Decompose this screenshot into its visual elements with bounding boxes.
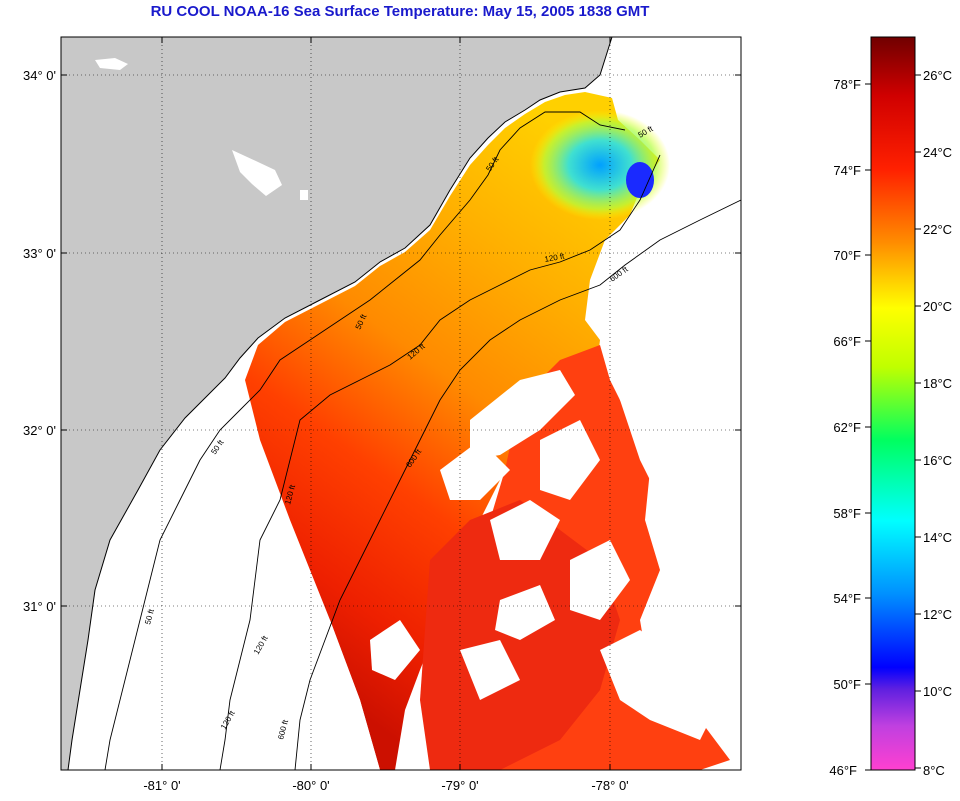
colorbar-c-label: 16°C	[923, 453, 952, 468]
bathymetry-contours	[104, 111, 741, 770]
colorbar-c-label: 10°C	[923, 684, 952, 699]
colorbar-f-labels: 78°F 74°F 70°F 66°F 62°F 58°F 54°F 50°F …	[829, 77, 861, 778]
colorbar-c-label: 26°C	[923, 68, 952, 83]
cloud-gaps	[300, 230, 741, 770]
lon-label: -81° 0'	[143, 778, 180, 793]
colorbar-c-label: 20°C	[923, 299, 952, 314]
lon-label: -79° 0'	[441, 778, 478, 793]
lat-labels: 34° 0' 33° 0' 32° 0' 31° 0'	[23, 68, 56, 614]
lat-label: 31° 0'	[23, 599, 56, 614]
map-title: RU COOL NOAA-16 Sea Surface Temperature:…	[150, 3, 650, 20]
colorbar	[870, 36, 916, 771]
ticks	[61, 37, 741, 770]
lon-label: -78° 0'	[591, 778, 628, 793]
colorbar-f-label: 50°F	[833, 677, 861, 692]
cold-core	[626, 162, 654, 198]
colorbar-ticks	[865, 74, 921, 771]
colorbar-c-label: 14°C	[923, 530, 952, 545]
colorbar-f-label: 78°F	[833, 77, 861, 92]
lat-label: 33° 0'	[23, 246, 56, 261]
colorbar-f-label: 54°F	[833, 591, 861, 606]
lat-label: 34° 0'	[23, 68, 56, 83]
colorbar-f-label: 66°F	[833, 334, 861, 349]
colorbar-f-label: 70°F	[833, 248, 861, 263]
colorbar-c-label: 12°C	[923, 607, 952, 622]
sst-swath	[245, 92, 660, 770]
colorbar-c-label: 18°C	[923, 376, 952, 391]
map-frame	[60, 36, 742, 771]
colorbar-f-label: 46°F	[829, 763, 857, 778]
lon-labels: -81° 0' -80° 0' -79° 0' -78° 0'	[143, 778, 628, 793]
contour-label: 120 ft	[544, 251, 566, 263]
lakes	[95, 58, 308, 200]
coastline	[67, 37, 613, 770]
colorbar-c-label: 22°C	[923, 222, 952, 237]
land-area	[61, 37, 612, 770]
colorbar-f-label: 62°F	[833, 420, 861, 435]
colorbar-c-label: 8°C	[923, 763, 945, 778]
contour-label: 50 ft	[143, 607, 156, 625]
colorbar-c-labels: 26°C 24°C 22°C 20°C 18°C 16°C 14°C 12°C …	[923, 68, 952, 778]
colorbar-f-label: 74°F	[833, 163, 861, 178]
colorbar-f-label: 58°F	[833, 506, 861, 521]
lat-label: 32° 0'	[23, 423, 56, 438]
colorbar-c-label: 24°C	[923, 145, 952, 160]
graticule	[61, 37, 741, 770]
lon-label: -80° 0'	[292, 778, 329, 793]
